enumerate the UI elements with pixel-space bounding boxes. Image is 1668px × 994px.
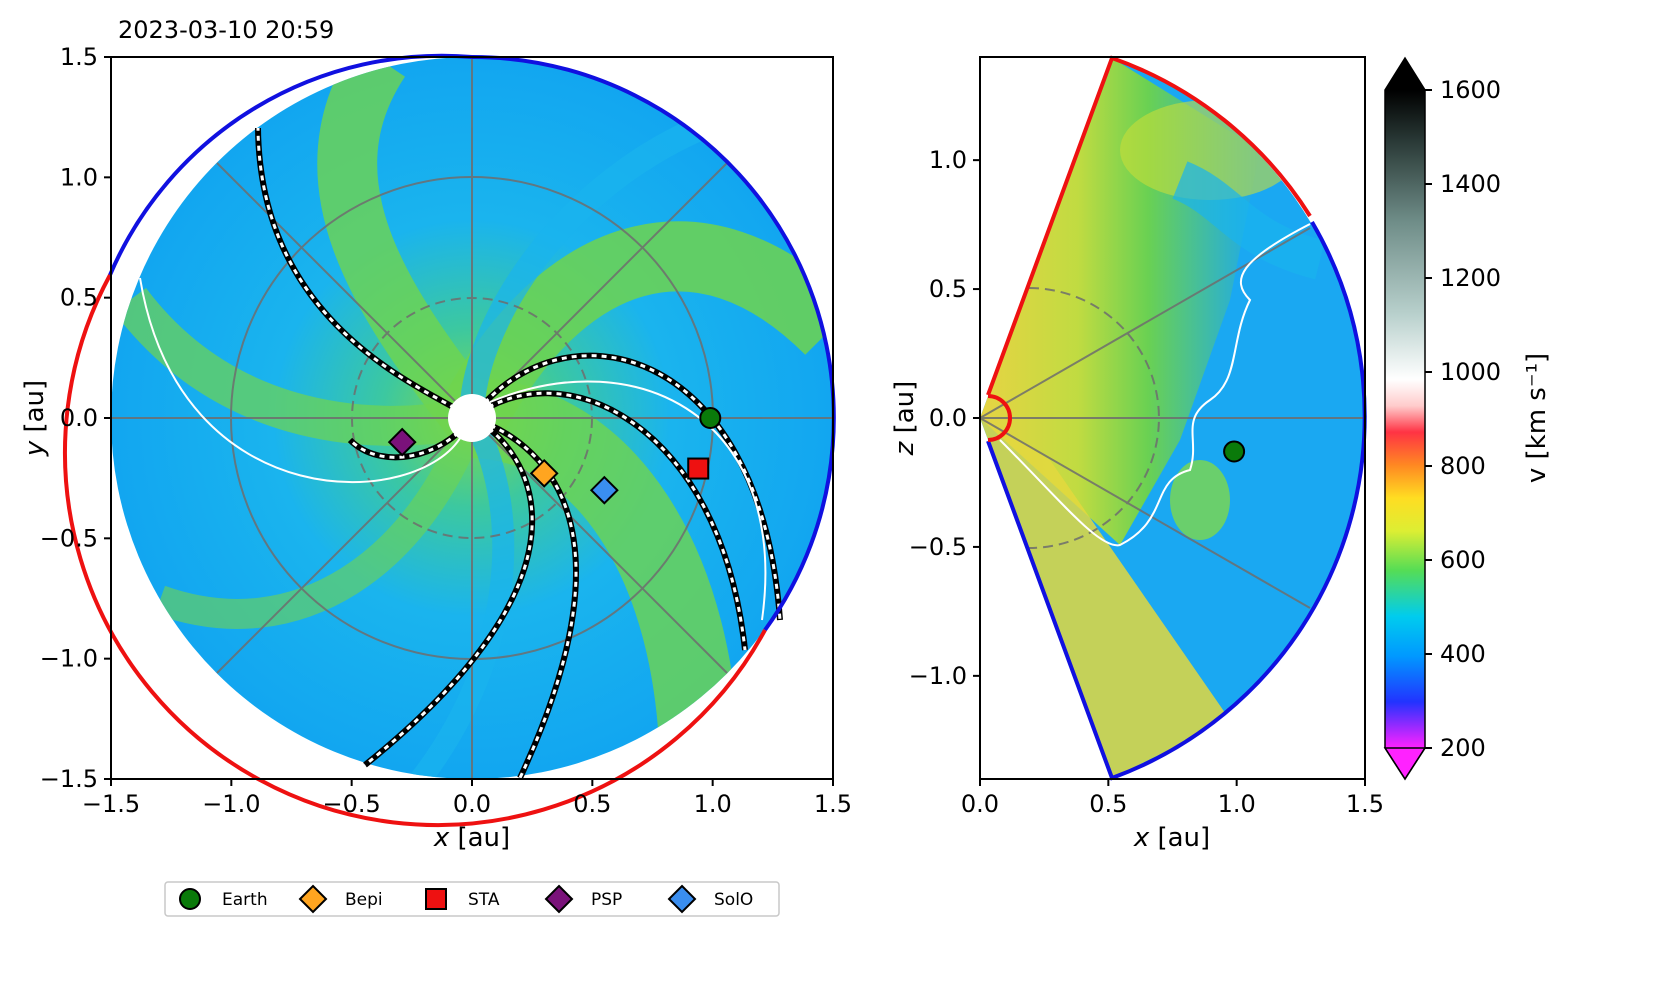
right-x-tick-label: 0.0: [961, 790, 999, 818]
colorbar: 200 400 600 800 1000 1200 1400 1600 v [km s⁻¹]: [1383, 56, 1552, 781]
left-x-tick-label: 0.0: [453, 790, 491, 818]
left-body-markers: [387, 407, 722, 505]
field-lines: [139, 127, 783, 780]
right-x-tick-label: 0.5: [1089, 790, 1127, 818]
left-y-axis-label: y [au]: [20, 380, 50, 457]
right-y-axis-label: z [au]: [890, 381, 920, 457]
legend-marker-solo: [667, 884, 697, 914]
legend-marker-sta: [425, 888, 447, 910]
colorbar-tick-label: 1000: [1440, 358, 1501, 386]
left-y-tick-label: −1.5: [40, 765, 98, 793]
colorbar-tick-label: 1200: [1440, 264, 1501, 292]
colorbar-tick-label: 600: [1440, 546, 1486, 574]
body-marker-sta: [687, 457, 710, 480]
left-y-tick-label: 1.5: [60, 43, 98, 71]
right-y-tick-label: 0.0: [929, 404, 967, 432]
right-body-markers: [1223, 440, 1246, 463]
left-x-tick-label: −0.5: [323, 790, 381, 818]
legend-item-solo: SolO: [667, 884, 753, 914]
colorbar-gradient: [1385, 90, 1425, 748]
legend: Earth Bepi STA PSP SolO: [164, 881, 780, 917]
colorbar-tick-label: 800: [1440, 452, 1486, 480]
meridional-panel: 0.0 0.5 1.0 1.5 −1.0 −0.5 0.0 0.5 1.0 x [au] z […: [890, 55, 1384, 853]
legend-item-bepi: Bepi: [298, 884, 383, 914]
colorbar-label: v [km s⁻¹]: [1522, 353, 1552, 483]
legend-label: STA: [468, 890, 500, 910]
legend-label: SolO: [714, 890, 753, 910]
legend-label: Earth: [222, 890, 268, 910]
meridional-field-line: [999, 223, 1311, 547]
sun-disk: [448, 394, 496, 442]
colorbar-tick-label: 200: [1440, 734, 1486, 762]
left-x-tick-label: 0.5: [573, 790, 611, 818]
left-x-tick-label: 1.5: [814, 790, 852, 818]
colorbar-tick-label: 400: [1440, 640, 1486, 668]
right-x-tick-label: 1.5: [1346, 790, 1384, 818]
legend-marker-bepi: [298, 884, 328, 914]
left-y-tick-label: 0.0: [60, 404, 98, 432]
legend-item-psp: PSP: [544, 884, 622, 914]
right-x-axis-label: x [au]: [1133, 823, 1210, 853]
left-x-tick-label: −1.5: [82, 790, 140, 818]
left-x-tick-label: 1.0: [694, 790, 732, 818]
colorbar-tick-label: 1400: [1440, 170, 1501, 198]
legend-item-earth: Earth: [179, 888, 268, 910]
body-marker-earth: [699, 407, 722, 429]
body-marker-earth: [1223, 440, 1246, 463]
right-y-tick-label: −1.0: [909, 662, 967, 690]
right-y-tick-label: −0.5: [909, 533, 967, 561]
left-y-tick-label: 1.0: [60, 163, 98, 191]
timestamp: 2023-03-10 20:59: [118, 16, 334, 44]
right-axis-ticks: 0.0 0.5 1.0 1.5 −1.0 −0.5 0.0 0.5 1.0: [909, 146, 1384, 818]
right-x-tick-label: 1.0: [1218, 790, 1256, 818]
body-marker-psp: [387, 427, 417, 457]
left-y-tick-label: 0.5: [60, 284, 98, 312]
right-y-tick-label: 1.0: [929, 146, 967, 174]
ecliptic-panel: 2023-03-10 20:59 −1.5 −1.0 −0.5 0.0 0.5 1.0 1.…: [20, 16, 852, 853]
colorbar-ticks: 200 400 600 800 1000 1200 1400 1600: [1425, 76, 1501, 762]
legend-marker-earth: [179, 888, 201, 910]
left-y-tick-label: −1.0: [40, 645, 98, 673]
left-y-tick-label: −0.5: [40, 524, 98, 552]
left-axis-ticks: −1.5 −1.0 −0.5 0.0 0.5 1.0 1.5 −1.5 −1.0 −0.5 0.0 0…: [40, 43, 852, 818]
colorbar-max-extension: [1385, 58, 1425, 90]
legend-label: Bepi: [345, 890, 383, 910]
legend-label: PSP: [591, 890, 622, 910]
body-marker-solo: [589, 475, 619, 505]
colorbar-min-extension: [1383, 747, 1427, 781]
spiral-streams: [114, 57, 833, 779]
left-x-tick-label: −1.0: [202, 790, 260, 818]
colorbar-tick-label: 1600: [1440, 76, 1501, 104]
right-y-tick-label: 0.5: [929, 275, 967, 303]
meridional-polarity-boundary: [986, 55, 1367, 781]
left-x-axis-label: x [au]: [433, 823, 510, 853]
legend-item-sta: STA: [425, 888, 500, 910]
legend-marker-psp: [544, 884, 574, 914]
body-marker-bepi: [529, 458, 559, 488]
